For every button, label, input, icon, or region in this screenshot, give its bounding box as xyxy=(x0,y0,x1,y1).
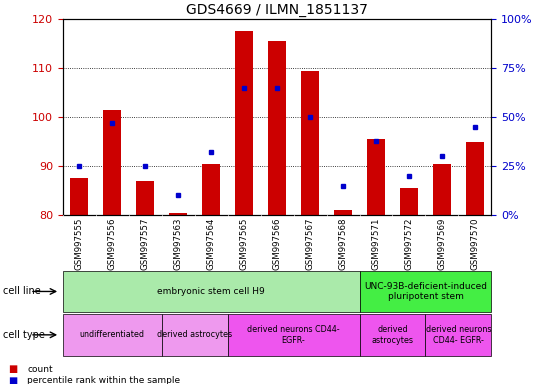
Bar xyxy=(400,188,418,215)
Text: ■: ■ xyxy=(8,364,17,374)
Text: GSM997568: GSM997568 xyxy=(339,218,348,270)
Bar xyxy=(433,164,451,215)
Text: UNC-93B-deficient-induced
pluripotent stem: UNC-93B-deficient-induced pluripotent st… xyxy=(364,282,487,301)
Text: GSM997564: GSM997564 xyxy=(206,218,216,270)
Text: GSM997555: GSM997555 xyxy=(75,218,84,270)
Text: GSM997569: GSM997569 xyxy=(437,218,447,270)
Bar xyxy=(301,71,319,215)
Bar xyxy=(367,139,385,215)
Text: cell line: cell line xyxy=(3,286,40,296)
Text: ■: ■ xyxy=(8,376,17,384)
Bar xyxy=(169,213,187,215)
Text: GSM997571: GSM997571 xyxy=(371,218,381,270)
Text: GSM997566: GSM997566 xyxy=(272,218,282,270)
Text: embryonic stem cell H9: embryonic stem cell H9 xyxy=(157,287,265,296)
Text: derived neurons
CD44- EGFR-: derived neurons CD44- EGFR- xyxy=(426,325,491,344)
Text: GSM997567: GSM997567 xyxy=(306,218,314,270)
Text: undifferentiated: undifferentiated xyxy=(80,330,145,339)
Bar xyxy=(70,178,88,215)
Bar xyxy=(466,142,484,215)
Text: GSM997570: GSM997570 xyxy=(471,218,479,270)
Text: GSM997557: GSM997557 xyxy=(141,218,150,270)
Text: percentile rank within the sample: percentile rank within the sample xyxy=(27,376,180,384)
Bar xyxy=(235,31,253,215)
Text: derived neurons CD44-
EGFR-: derived neurons CD44- EGFR- xyxy=(247,325,340,344)
Text: GSM997572: GSM997572 xyxy=(405,218,413,270)
Bar xyxy=(268,41,286,215)
Text: GSM997556: GSM997556 xyxy=(108,218,117,270)
Text: cell type: cell type xyxy=(3,330,45,340)
Bar xyxy=(202,164,220,215)
Text: GSM997565: GSM997565 xyxy=(240,218,248,270)
Text: count: count xyxy=(27,364,53,374)
Text: GSM997563: GSM997563 xyxy=(174,218,183,270)
Bar xyxy=(334,210,352,215)
Bar xyxy=(136,181,155,215)
Bar xyxy=(103,110,121,215)
Text: derived
astrocytes: derived astrocytes xyxy=(371,325,413,344)
Title: GDS4669 / ILMN_1851137: GDS4669 / ILMN_1851137 xyxy=(186,3,368,17)
Text: derived astrocytes: derived astrocytes xyxy=(157,330,232,339)
